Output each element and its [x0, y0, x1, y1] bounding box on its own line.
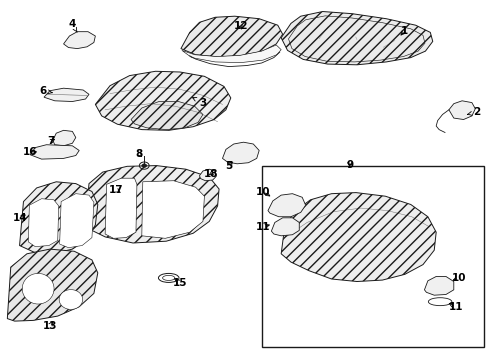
Text: 10: 10: [450, 273, 465, 283]
Polygon shape: [95, 71, 230, 130]
Polygon shape: [131, 102, 203, 130]
Text: 18: 18: [203, 168, 218, 179]
Text: 10: 10: [255, 186, 270, 197]
Text: 15: 15: [172, 278, 187, 288]
Text: 3: 3: [192, 98, 206, 108]
Polygon shape: [30, 145, 79, 159]
Polygon shape: [7, 249, 98, 321]
Text: 4: 4: [68, 19, 77, 32]
Text: 11: 11: [255, 222, 270, 232]
Polygon shape: [44, 88, 89, 102]
Polygon shape: [28, 199, 59, 247]
Polygon shape: [271, 218, 299, 236]
Polygon shape: [63, 32, 95, 49]
Text: 14: 14: [13, 213, 28, 223]
Text: 9: 9: [346, 160, 352, 170]
Ellipse shape: [158, 274, 179, 282]
Polygon shape: [267, 194, 305, 217]
Text: 2: 2: [467, 107, 479, 117]
Polygon shape: [20, 182, 98, 254]
Polygon shape: [181, 16, 282, 57]
Polygon shape: [424, 276, 453, 295]
Polygon shape: [53, 130, 76, 146]
Text: 1: 1: [400, 26, 407, 36]
Polygon shape: [199, 169, 216, 181]
Polygon shape: [281, 193, 435, 282]
Text: 12: 12: [233, 21, 247, 31]
Ellipse shape: [59, 289, 82, 309]
Bar: [261, 166, 483, 347]
Polygon shape: [105, 178, 137, 238]
Text: 11: 11: [447, 302, 462, 312]
Polygon shape: [85, 166, 219, 243]
Ellipse shape: [22, 274, 54, 304]
Text: 13: 13: [42, 321, 57, 331]
Text: 6: 6: [40, 86, 52, 96]
Polygon shape: [60, 194, 94, 248]
Text: 8: 8: [136, 149, 142, 159]
Polygon shape: [222, 142, 259, 164]
Text: 5: 5: [225, 161, 232, 171]
Text: 7: 7: [47, 136, 55, 146]
Polygon shape: [281, 12, 432, 65]
Polygon shape: [142, 181, 204, 238]
Ellipse shape: [427, 298, 451, 306]
Polygon shape: [448, 101, 474, 120]
Polygon shape: [182, 45, 281, 63]
Text: 16: 16: [23, 147, 38, 157]
Circle shape: [142, 164, 146, 167]
Text: 17: 17: [109, 185, 123, 195]
